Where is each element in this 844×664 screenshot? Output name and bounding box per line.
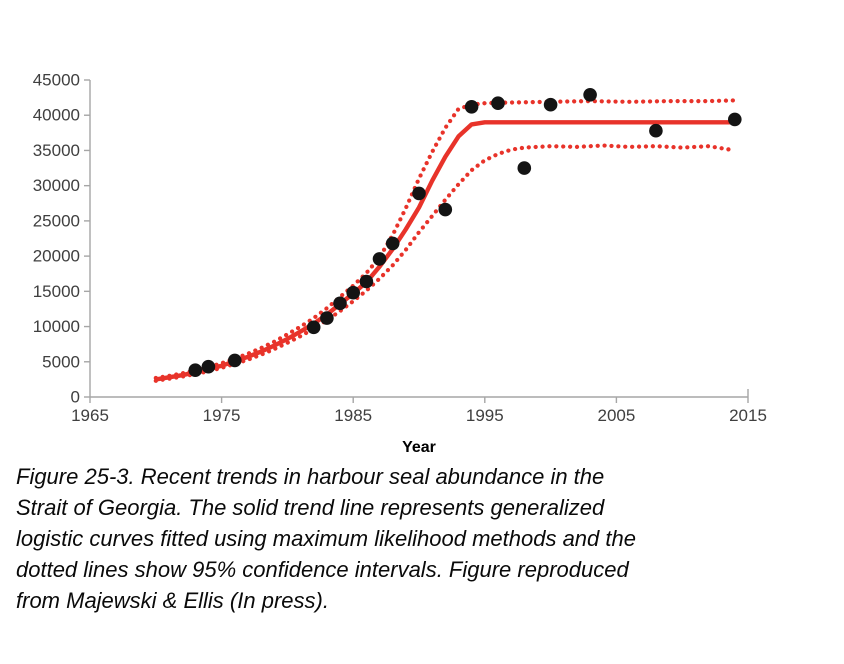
data-point: [728, 112, 742, 127]
y-tick-label: 0: [71, 388, 80, 407]
data-point: [412, 186, 426, 201]
chart-svg: 0 5000 10000 15000 20000 25000 30000 35000 40000…: [33, 71, 767, 457]
chart-series: [153, 98, 737, 383]
data-point: [201, 359, 216, 374]
x-tick-label: 2005: [597, 406, 635, 425]
data-point: [306, 320, 321, 335]
x-tick-label: 1965: [71, 406, 109, 425]
caption-line: dotted lines show 95% confidence interva…: [16, 557, 629, 582]
data-point: [346, 285, 361, 300]
y-tick-label: 35000: [33, 141, 80, 160]
figure-caption: Figure 25-3. Recent trends in harbour se…: [16, 461, 776, 616]
caption-line: logistic curves fitted using maximum lik…: [16, 526, 636, 551]
data-point: [385, 236, 400, 251]
lower-ci-line: [153, 143, 737, 383]
y-tick-label: 5000: [42, 352, 80, 371]
caption-line: from Majewski & Ellis (In press).: [16, 588, 329, 613]
y-tick-label: 40000: [33, 106, 80, 125]
y-tick-label: 30000: [33, 176, 80, 195]
data-point: [517, 161, 532, 175]
chart-axes: 0 5000 10000 15000 20000 25000 30000 35000 40000…: [33, 71, 767, 426]
data-point: [464, 100, 479, 114]
caption-line: Figure 25-3. Recent trends in harbour se…: [16, 464, 605, 489]
data-point: [543, 97, 558, 112]
seal-abundance-chart: 0 5000 10000 15000 20000 25000 30000 35000 40000…: [33, 71, 767, 457]
x-tick-label: 1985: [334, 406, 372, 425]
data-point: [333, 296, 347, 311]
upper-ci-line: [153, 98, 737, 381]
caption-line: Strait of Georgia. The solid trend line …: [16, 495, 605, 520]
data-point: [491, 96, 505, 110]
data-point: [188, 363, 203, 378]
y-tick-label: 10000: [33, 317, 80, 336]
data-point: [583, 88, 597, 102]
data-point: [438, 202, 453, 217]
y-tick-label: 15000: [33, 282, 80, 301]
data-point: [359, 274, 374, 289]
data-point: [372, 252, 387, 266]
x-tick-label: 1995: [466, 406, 504, 425]
trend-line: [155, 120, 735, 382]
y-tick-label: 45000: [33, 71, 80, 90]
y-tick-label: 20000: [33, 247, 80, 266]
x-axis-title: Year: [402, 439, 436, 456]
y-tick-label: 25000: [33, 211, 80, 230]
x-tick-label: 1975: [203, 406, 241, 425]
data-point: [320, 311, 334, 325]
chart-scatter: [188, 88, 742, 378]
x-tick-label: 2015: [729, 406, 767, 425]
data-point: [228, 353, 242, 368]
data-point: [649, 123, 663, 138]
